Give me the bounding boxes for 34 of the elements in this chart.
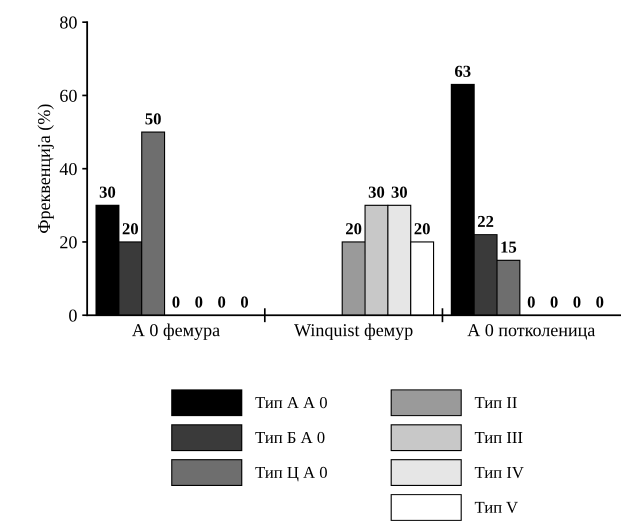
- data-label: 63: [454, 66, 471, 77]
- y-tick-label: 80: [60, 16, 77, 29]
- data-label: 20: [414, 223, 430, 234]
- data-label: 0: [528, 296, 535, 308]
- y-tick-label: 20: [60, 236, 77, 248]
- legend-label: Тип А А 0: [255, 396, 327, 408]
- data-label: 15: [501, 242, 516, 253]
- data-label: 0: [573, 296, 580, 308]
- legend-label: Тип III: [474, 432, 522, 443]
- y-axis-title: Фреквенција (%): [37, 104, 54, 234]
- legend-label: Тип Ц А 0: [255, 466, 327, 482]
- data-label: 0: [550, 296, 558, 308]
- data-label: 22: [478, 216, 494, 227]
- data-label: 30: [368, 186, 384, 198]
- data-label: 20: [122, 223, 138, 234]
- data-label: 30: [100, 186, 116, 198]
- data-label: 50: [145, 113, 161, 125]
- x-tick-label: А 0 фемура: [132, 324, 220, 340]
- y-tick-label: 40: [60, 162, 77, 176]
- x-tick-label: Winquist фемур: [294, 324, 413, 340]
- data-label: 0: [195, 296, 202, 308]
- y-tick-label: 0: [69, 309, 77, 322]
- legend-label: Тип II: [474, 397, 517, 408]
- data-label: 0: [240, 296, 248, 308]
- data-label: 0: [596, 296, 604, 308]
- legend-label: Тип V: [474, 502, 518, 514]
- data-label: 0: [172, 296, 180, 308]
- data-label: 30: [392, 186, 408, 198]
- y-tick-label: 60: [60, 90, 77, 102]
- data-label: 20: [346, 223, 362, 234]
- data-label: 0: [218, 296, 226, 308]
- legend-label: Тип Б А 0: [255, 432, 324, 444]
- legend-label: Тип IV: [474, 466, 524, 478]
- x-tick-label: А 0 потколеница: [467, 324, 596, 340]
